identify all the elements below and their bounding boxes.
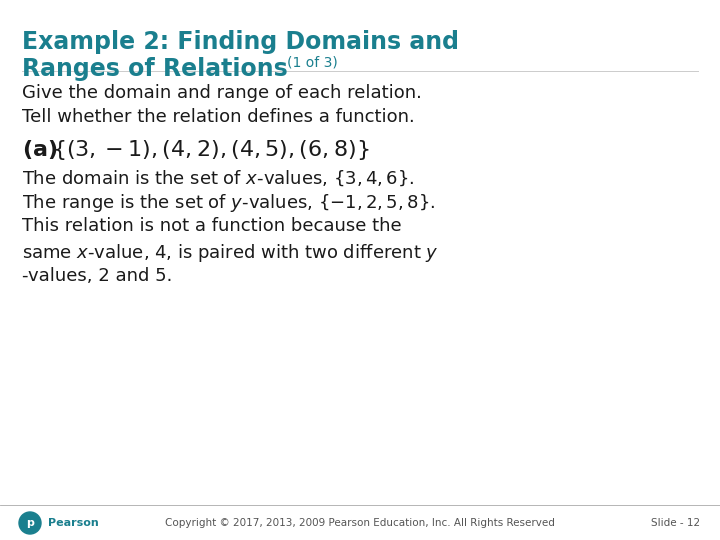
- Circle shape: [19, 512, 41, 534]
- Text: Give the domain and range of each relation.: Give the domain and range of each relati…: [22, 84, 422, 102]
- Text: Ranges of Relations: Ranges of Relations: [22, 57, 288, 81]
- Text: $\{(3,-1),(4,2),(4,5),(6,8)\}$: $\{(3,-1),(4,2),(4,5),(6,8)\}$: [52, 138, 369, 162]
- Text: Example 2: Finding Domains and: Example 2: Finding Domains and: [22, 30, 459, 54]
- Text: Tell whether the relation defines a function.: Tell whether the relation defines a func…: [22, 108, 415, 126]
- Text: p: p: [26, 518, 34, 528]
- Text: -values, 2 and 5.: -values, 2 and 5.: [22, 267, 172, 285]
- Text: This relation is not a function because the: This relation is not a function because …: [22, 217, 402, 235]
- Text: $\mathbf{(a)}$: $\mathbf{(a)}$: [22, 138, 58, 161]
- Text: Pearson: Pearson: [48, 518, 99, 528]
- Text: (1 of 3): (1 of 3): [287, 56, 338, 70]
- Text: Copyright © 2017, 2013, 2009 Pearson Education, Inc. All Rights Reserved: Copyright © 2017, 2013, 2009 Pearson Edu…: [165, 518, 555, 528]
- Text: The range is the set of $y$-values, $\{-1,2,5,8\}.$: The range is the set of $y$-values, $\{-…: [22, 192, 436, 214]
- Text: The domain is the set of $x$-values, $\{3,4,6\}.$: The domain is the set of $x$-values, $\{…: [22, 168, 415, 187]
- Text: Slide - 12: Slide - 12: [651, 518, 700, 528]
- Text: same $x$-value, 4, is paired with two different $y$: same $x$-value, 4, is paired with two di…: [22, 242, 438, 264]
